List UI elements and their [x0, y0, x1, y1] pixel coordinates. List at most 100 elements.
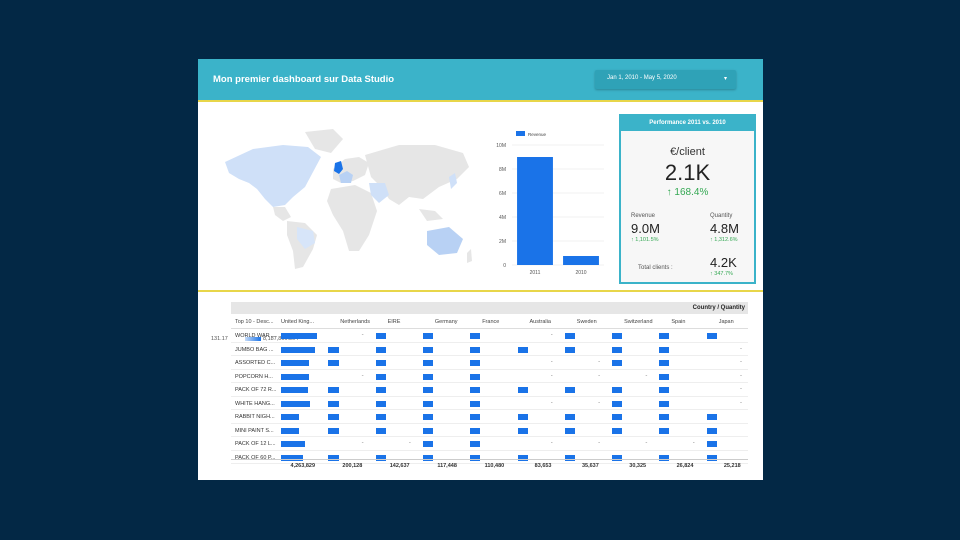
- cell-empty: -: [550, 359, 553, 365]
- date-range-control[interactable]: Jan 1, 2010 - May 5, 2020 ▾: [595, 70, 736, 89]
- table-row[interactable]: WHITE HANG... - - -: [231, 397, 748, 410]
- kpi-quantity-delta: ↑ 1,312.6%: [710, 237, 738, 243]
- cell-bar: [470, 427, 481, 434]
- column-header[interactable]: Switzerland: [624, 319, 653, 325]
- table-row[interactable]: PACK OF 60 P...: [231, 451, 748, 464]
- table-row[interactable]: WORLD WAR ... - -: [231, 329, 748, 343]
- cell-bar: [422, 387, 433, 393]
- column-header[interactable]: Australia: [529, 319, 551, 325]
- cell-bar: [422, 441, 433, 447]
- map-legend-max: 8,187,806.364: [263, 336, 299, 342]
- cell-bar: [422, 454, 433, 461]
- cell-bar: [564, 427, 575, 434]
- cell-empty: -: [598, 440, 601, 446]
- table-row[interactable]: POPCORN H... - - - - -: [231, 370, 748, 383]
- cell-empty: -: [645, 372, 648, 379]
- table-row[interactable]: PACK OF 12 L... - - - - - -: [231, 437, 748, 451]
- legend-label: Revenue: [528, 132, 547, 137]
- cell-bar: [470, 333, 481, 339]
- table-row[interactable]: RABBIT NIGH...: [231, 410, 748, 424]
- dashboard: Mon premier dashboard sur Data Studio Ja…: [198, 59, 763, 480]
- country-quantity-table[interactable]: Country / Quantity Top 10 - Desc... Unit…: [231, 302, 748, 480]
- cell-bar: [328, 387, 340, 393]
- cell-empty: -: [550, 440, 553, 446]
- arrow-up-icon: ↑: [710, 237, 715, 243]
- kpi-clients-label: Total clients :: [638, 265, 673, 271]
- cell-empty: -: [740, 359, 742, 365]
- kpi-title: Performance 2011 vs. 2010: [621, 116, 754, 131]
- column-total: 117,448: [437, 463, 457, 469]
- cell-empty: -: [598, 399, 601, 406]
- cell-bar: [470, 387, 481, 393]
- cell-bar: [281, 346, 315, 353]
- cell-bar: [612, 427, 623, 434]
- cell-bar: [659, 414, 670, 420]
- table-row[interactable]: JUMBO BAG ... -: [231, 343, 748, 356]
- cell-empty: -: [645, 440, 648, 446]
- map-europe-highlight: [339, 171, 353, 183]
- geo-map[interactable]: [213, 127, 473, 277]
- cell-empty: -: [598, 372, 601, 379]
- cell-bar: [612, 414, 623, 420]
- cell-empty: -: [740, 386, 742, 392]
- cell-bar: [375, 387, 386, 393]
- table-row-header[interactable]: Top 10 - Desc...: [235, 319, 274, 325]
- map-new-zealand: [467, 249, 472, 263]
- map-australia: [427, 227, 463, 255]
- cell-bar: [659, 400, 670, 407]
- column-total: 35,637: [581, 463, 599, 469]
- cell-bar: [422, 427, 433, 434]
- map-asia: [365, 145, 469, 205]
- kpi-quantity-value: 4.8M: [710, 221, 739, 236]
- cell-bar: [612, 387, 623, 393]
- cell-bar: [659, 346, 670, 353]
- map-legend-gradient: [245, 337, 261, 341]
- cell-bar: [281, 427, 299, 434]
- cell-bar: [470, 360, 481, 366]
- cell-bar: [517, 454, 528, 461]
- cell-bar: [281, 373, 309, 380]
- cell-bar: [470, 454, 481, 461]
- column-header[interactable]: France: [482, 319, 500, 325]
- cell-bar: [422, 400, 433, 407]
- cell-bar: [659, 373, 670, 380]
- cell-empty: -: [740, 372, 742, 379]
- column-header[interactable]: Sweden: [576, 319, 597, 325]
- column-header[interactable]: Japan: [718, 319, 734, 325]
- report-header: Mon premier dashboard sur Data Studio Ja…: [198, 59, 763, 102]
- cell-empty: -: [361, 440, 364, 446]
- cell-bar: [706, 427, 717, 434]
- column-header[interactable]: Spain: [671, 319, 686, 325]
- column-header[interactable]: EIRE: [387, 319, 401, 325]
- cell-bar: [422, 414, 433, 420]
- column-header[interactable]: United King...: [281, 319, 315, 325]
- cell-empty: -: [361, 372, 364, 379]
- column-header[interactable]: Germany: [434, 319, 458, 325]
- map-africa: [327, 185, 377, 251]
- cell-bar: [564, 387, 575, 393]
- cell-empty: -: [550, 399, 553, 406]
- cell-bar: [517, 414, 528, 420]
- cell-empty: -: [408, 440, 411, 446]
- cell-bar: [612, 454, 623, 461]
- cell-bar: [328, 427, 340, 434]
- x-tick-label: 2011: [530, 270, 541, 276]
- column-header[interactable]: Netherlands: [340, 319, 370, 325]
- cell-empty: -: [740, 345, 742, 352]
- cell-bar: [375, 333, 386, 339]
- y-tick-label: 10M: [496, 143, 506, 149]
- map-united-kingdom: [334, 161, 343, 174]
- table-row[interactable]: ASSORTED C... - - -: [231, 356, 748, 370]
- cell-bar: [612, 400, 623, 407]
- y-tick-label: 6M: [499, 191, 506, 197]
- arrow-up-icon: ↑: [710, 271, 715, 277]
- table-row[interactable]: MINI PAINT S...: [231, 424, 748, 437]
- revenue-bar-chart[interactable]: Revenue 0 2M 4M 6M 8M 10M 2011 2010: [490, 127, 608, 281]
- cell-bar: [517, 427, 528, 434]
- cell-bar: [517, 346, 528, 353]
- row-label: WHITE HANG...: [235, 400, 275, 407]
- table-row[interactable]: PACK OF 72 R... -: [231, 383, 748, 397]
- cell-bar: [470, 373, 481, 380]
- cell-bar: [281, 360, 309, 366]
- row-label: PACK OF 72 R...: [235, 387, 277, 393]
